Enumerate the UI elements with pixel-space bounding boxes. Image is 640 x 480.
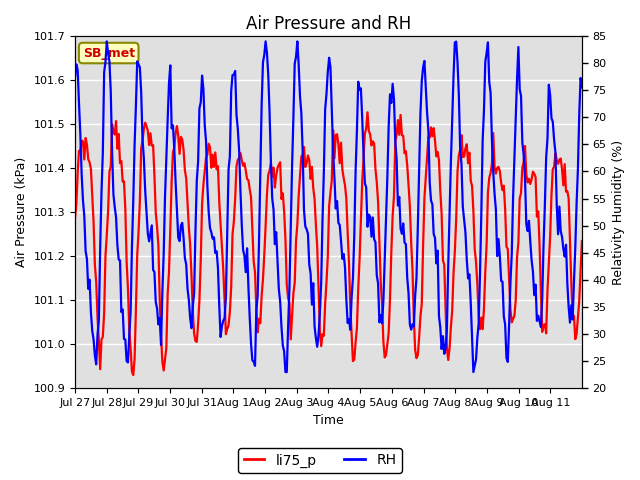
- Text: SB_met: SB_met: [83, 47, 135, 60]
- Y-axis label: Relativity Humidity (%): Relativity Humidity (%): [612, 140, 625, 285]
- Y-axis label: Air Pressure (kPa): Air Pressure (kPa): [15, 157, 28, 267]
- Title: Air Pressure and RH: Air Pressure and RH: [246, 15, 411, 33]
- X-axis label: Time: Time: [313, 414, 344, 427]
- Legend: li75_p, RH: li75_p, RH: [238, 448, 402, 473]
